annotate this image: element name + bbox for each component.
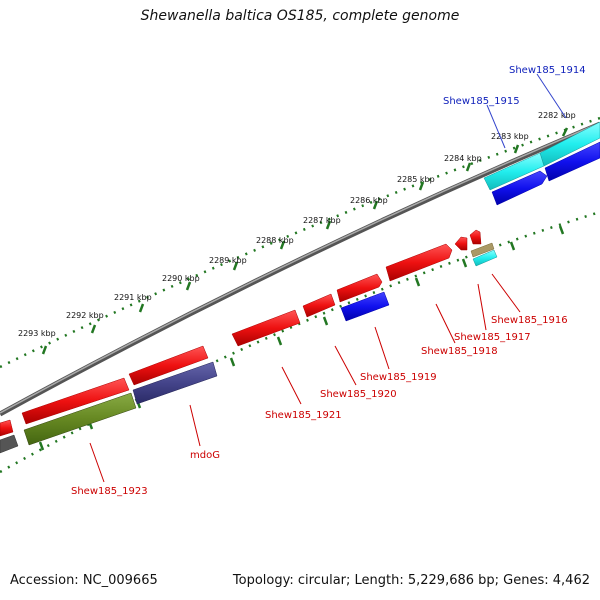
gene-label-shew185-1917[interactable]: Shew185_1917 xyxy=(454,332,531,343)
tick-2288 xyxy=(279,240,286,250)
blue-leader-lines xyxy=(486,73,567,149)
accession-text: Accession: NC_009665 xyxy=(10,573,158,588)
scale-label-2285: 2285 kbp xyxy=(397,175,435,184)
outer-strand-features xyxy=(483,121,600,206)
scale-label-2287: 2287 kbp xyxy=(303,216,341,225)
gene-label-shew185-1923[interactable]: Shew185_1923 xyxy=(71,486,148,497)
feature-shew185-1916-tan[interactable] xyxy=(470,242,495,258)
genome-summary-text: Topology: circular; Length: 5,229,686 bp… xyxy=(232,573,590,588)
cds-shew185-1923[interactable] xyxy=(21,377,130,425)
gene-label-shew185-1916[interactable]: Shew185_1916 xyxy=(491,315,568,326)
genome-backbone xyxy=(0,121,600,417)
forward-cds-features xyxy=(0,229,482,437)
feature-partial-left-gray[interactable] xyxy=(0,434,19,454)
gene-label-shew185-1918[interactable]: Shew185_1918 xyxy=(421,346,498,357)
cds-shew185-1920[interactable] xyxy=(302,293,336,318)
scale-label-2284: 2284 kbp xyxy=(444,154,482,163)
feature-shew185-1916-cyan[interactable] xyxy=(472,249,498,267)
scale-label-2288: 2288 kbp xyxy=(256,236,294,245)
cds-mdog[interactable] xyxy=(128,345,209,386)
tick-2293 xyxy=(41,345,48,355)
inner-track-features xyxy=(0,242,498,454)
tick-2285 xyxy=(418,181,425,191)
gene-label-shew185-1920[interactable]: Shew185_1920 xyxy=(320,389,397,400)
tick-2282 xyxy=(561,127,569,137)
feature-shew185-1923-olive[interactable] xyxy=(23,392,137,446)
cds-shew185-1921[interactable] xyxy=(231,309,301,347)
feature-shew185-1914-b[interactable] xyxy=(544,141,600,182)
scale-major-ticks xyxy=(41,127,569,355)
gene-label-shew185-1919[interactable]: Shew185_1919 xyxy=(360,372,437,383)
gene-label-mdog[interactable]: mdoG xyxy=(190,450,220,461)
scale-label-2291: 2291 kbp xyxy=(114,293,152,302)
scale-label-2286: 2286 kbp xyxy=(350,196,388,205)
scale-label-2289: 2289 kbp xyxy=(209,256,247,265)
tick-2289 xyxy=(232,261,239,271)
feature-shew185-1915-a[interactable] xyxy=(483,152,545,191)
scale-label-2282: 2282 kbp xyxy=(538,111,576,120)
cds-shew185-1919[interactable] xyxy=(336,273,383,303)
feature-shew185-1919-blue[interactable] xyxy=(340,291,390,322)
tick-2286 xyxy=(372,200,379,210)
tick-2287 xyxy=(325,220,332,230)
tick-2290 xyxy=(185,281,192,291)
cds-shew185-1918[interactable] xyxy=(385,243,453,282)
red-leader-lines xyxy=(89,273,521,483)
cds-shew185-1917-fwd[interactable] xyxy=(469,229,482,245)
tick-2284 xyxy=(465,162,472,172)
tick-2283 xyxy=(513,144,520,154)
scale-label-2292: 2292 kbp xyxy=(66,311,104,320)
gene-labels: Shew185_1914 Shew185_1915 Shew185_1916 S… xyxy=(71,65,586,497)
scale-labels: 2282 kbp 2283 kbp 2284 kbp 2285 kbp 2286… xyxy=(18,111,576,338)
gene-label-shew185-1914[interactable]: Shew185_1914 xyxy=(509,65,586,76)
scale-label-2293: 2293 kbp xyxy=(18,329,56,338)
map-title: Shewanella baltica OS185, complete genom… xyxy=(140,8,460,24)
gene-label-shew185-1921[interactable]: Shew185_1921 xyxy=(265,410,342,421)
gene-label-shew185-1915[interactable]: Shew185_1915 xyxy=(443,96,520,107)
feature-shew185-1915-b[interactable] xyxy=(491,170,548,206)
scale-label-2283: 2283 kbp xyxy=(491,132,529,141)
tick-2292 xyxy=(90,324,97,334)
scale-label-2290: 2290 kbp xyxy=(162,274,200,283)
feature-mdog-slate[interactable] xyxy=(132,361,218,405)
tick-2291 xyxy=(138,303,145,313)
cds-shew185-1916-fwd[interactable] xyxy=(454,236,468,251)
inner-scale-ring xyxy=(0,210,600,474)
cds-partial-left[interactable] xyxy=(0,419,14,437)
